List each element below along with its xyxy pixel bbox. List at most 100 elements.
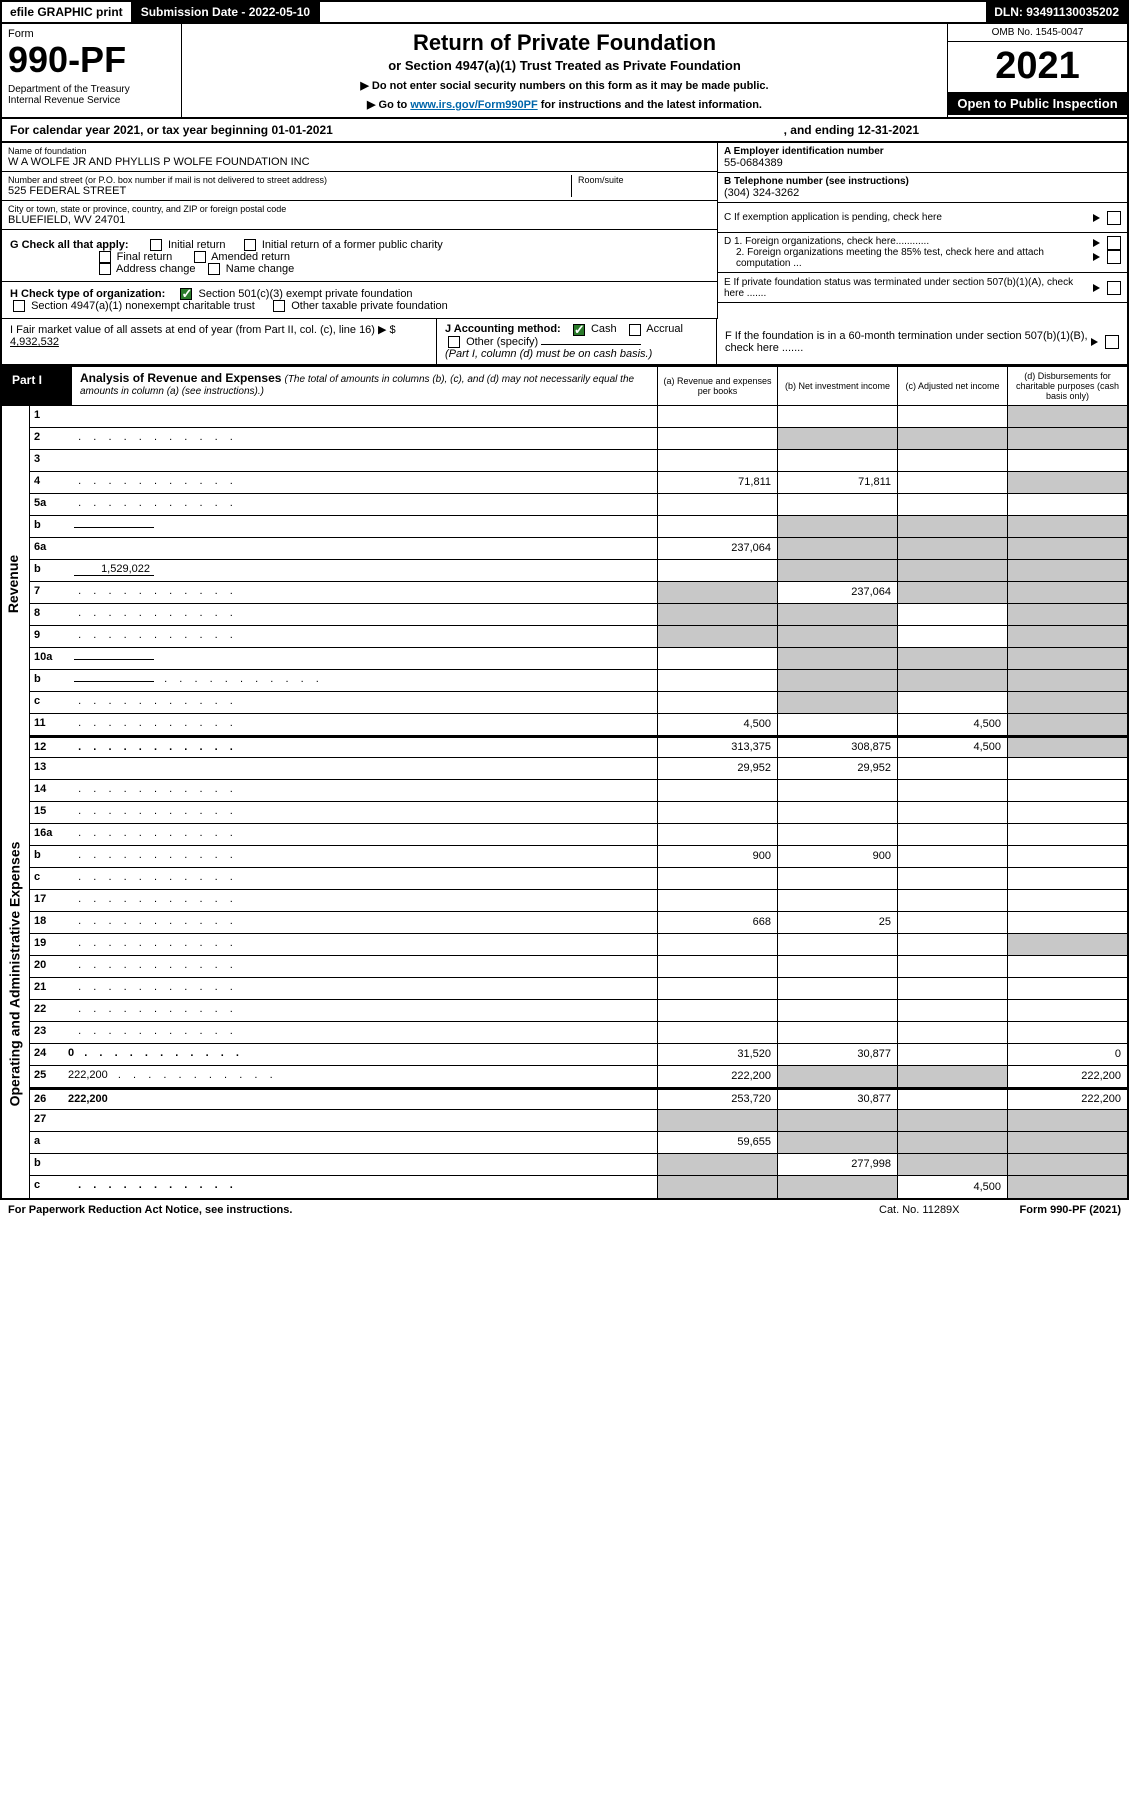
col-a-value: 313,375 [657, 738, 777, 757]
col-a-value [657, 406, 777, 427]
col-c-value [897, 516, 1007, 537]
line-number: c [30, 692, 64, 713]
col-d-value [1007, 890, 1127, 911]
table-row: 471,81171,811 [30, 472, 1127, 494]
chk-name-change[interactable] [208, 263, 220, 275]
chk-amended[interactable] [194, 251, 206, 263]
arrow-icon [1093, 239, 1100, 247]
chk-address-change[interactable] [99, 263, 111, 275]
f-block: F If the foundation is in a 60-month ter… [717, 319, 1127, 363]
address-label: Number and street (or P.O. box number if… [8, 175, 571, 185]
form-subtitle: or Section 4947(a)(1) Trust Treated as P… [192, 58, 937, 73]
col-d-value: 222,200 [1007, 1066, 1127, 1087]
part1-label: Part I [2, 367, 72, 405]
inline-amount [74, 681, 154, 682]
line-number: b [30, 846, 64, 867]
chk-final-return[interactable] [99, 251, 111, 263]
col-a-value [657, 824, 777, 845]
col-d-value [1007, 868, 1127, 889]
table-row: 12313,375308,8754,500 [30, 736, 1127, 758]
d2-checkbox[interactable] [1107, 250, 1121, 264]
col-b-value [777, 1000, 897, 1021]
efile-label[interactable]: efile GRAPHIC print [2, 2, 133, 22]
g-block: G Check all that apply: Initial return I… [2, 233, 717, 319]
col-b-value [777, 1066, 897, 1087]
col-c-value: 4,500 [897, 1176, 1007, 1198]
col-d-value [1007, 934, 1127, 955]
col-c-value [897, 956, 1007, 977]
chk-accrual[interactable] [629, 324, 641, 336]
chk-initial-return[interactable] [150, 239, 162, 251]
col-c-value [897, 560, 1007, 581]
column-headers: (a) Revenue and expenses per books (b) N… [657, 367, 1127, 405]
phone-label: B Telephone number (see instructions) [724, 176, 1121, 187]
col-d-value [1007, 1176, 1127, 1198]
header-right: OMB No. 1545-0047 2021 Open to Public In… [947, 24, 1127, 117]
table-row: a59,655 [30, 1132, 1127, 1154]
room-label: Room/suite [578, 175, 711, 185]
col-a-value [657, 1110, 777, 1131]
c-checkbox[interactable] [1107, 211, 1121, 225]
d1-checkbox[interactable] [1107, 236, 1121, 250]
table-row: b900900 [30, 846, 1127, 868]
line-number: 2 [30, 428, 64, 449]
ein-label: A Employer identification number [724, 146, 1121, 157]
col-b-value [777, 648, 897, 669]
col-d-value [1007, 406, 1127, 427]
line-number: c [30, 868, 64, 889]
table-row: 7237,064 [30, 582, 1127, 604]
col-b-value: 308,875 [777, 738, 897, 757]
col-c-value [897, 934, 1007, 955]
omb-number: OMB No. 1545-0047 [948, 24, 1127, 42]
col-b-value: 900 [777, 846, 897, 867]
chk-other-method[interactable] [448, 336, 460, 348]
chk-4947[interactable] [13, 300, 25, 312]
irs-link[interactable]: www.irs.gov/Form990PF [410, 99, 537, 111]
arrow-icon [1093, 214, 1100, 222]
opt-amended: Amended return [211, 251, 290, 263]
j-other: Other (specify) [466, 336, 538, 348]
line-description [64, 648, 657, 669]
line-description [64, 956, 657, 977]
form-header: Form 990-PF Department of the Treasury I… [0, 24, 1129, 119]
line-number: 14 [30, 780, 64, 801]
col-d-value [1007, 738, 1127, 757]
table-row: 21 [30, 978, 1127, 1000]
line-description [64, 1154, 657, 1175]
identity-grid: Name of foundation W A WOLFE JR AND PHYL… [0, 143, 1129, 233]
table-row: 26222,200253,72030,877222,200 [30, 1088, 1127, 1110]
d1-label: D 1. Foreign organizations, check here..… [724, 236, 1093, 247]
chk-other-taxable[interactable] [273, 300, 285, 312]
form-note-ssn: ▶ Do not enter social security numbers o… [192, 79, 937, 92]
chk-501c3[interactable] [180, 288, 192, 300]
line-number: 8 [30, 604, 64, 625]
col-a-value: 31,520 [657, 1044, 777, 1065]
col-d-value [1007, 1132, 1127, 1153]
f-checkbox[interactable] [1105, 335, 1119, 349]
col-b-value [777, 450, 897, 471]
table-row: 1866825 [30, 912, 1127, 934]
col-b-value [777, 1176, 897, 1198]
col-a-value: 237,064 [657, 538, 777, 559]
col-a-value: 29,952 [657, 758, 777, 779]
e-checkbox[interactable] [1107, 281, 1121, 295]
line-description [64, 978, 657, 999]
col-d-value [1007, 516, 1127, 537]
j-block: J Accounting method: Cash Accrual Other … [437, 319, 717, 363]
col-b-value [777, 890, 897, 911]
col-c-value [897, 648, 1007, 669]
line-description: 222,200 [64, 1090, 657, 1109]
col-b-value [777, 956, 897, 977]
chk-cash[interactable] [573, 324, 585, 336]
h-opt3: Other taxable private foundation [291, 300, 448, 312]
chk-initial-former[interactable] [244, 239, 256, 251]
address-value: 525 FEDERAL STREET [8, 185, 571, 197]
col-c-value [897, 978, 1007, 999]
c-label: C If exemption application is pending, c… [724, 212, 1093, 223]
col-d-value [1007, 1000, 1127, 1021]
dept-treasury: Department of the Treasury [8, 84, 175, 95]
col-b-value [777, 670, 897, 691]
col-c-value [897, 472, 1007, 493]
line-description [64, 472, 657, 493]
col-c-value [897, 582, 1007, 603]
